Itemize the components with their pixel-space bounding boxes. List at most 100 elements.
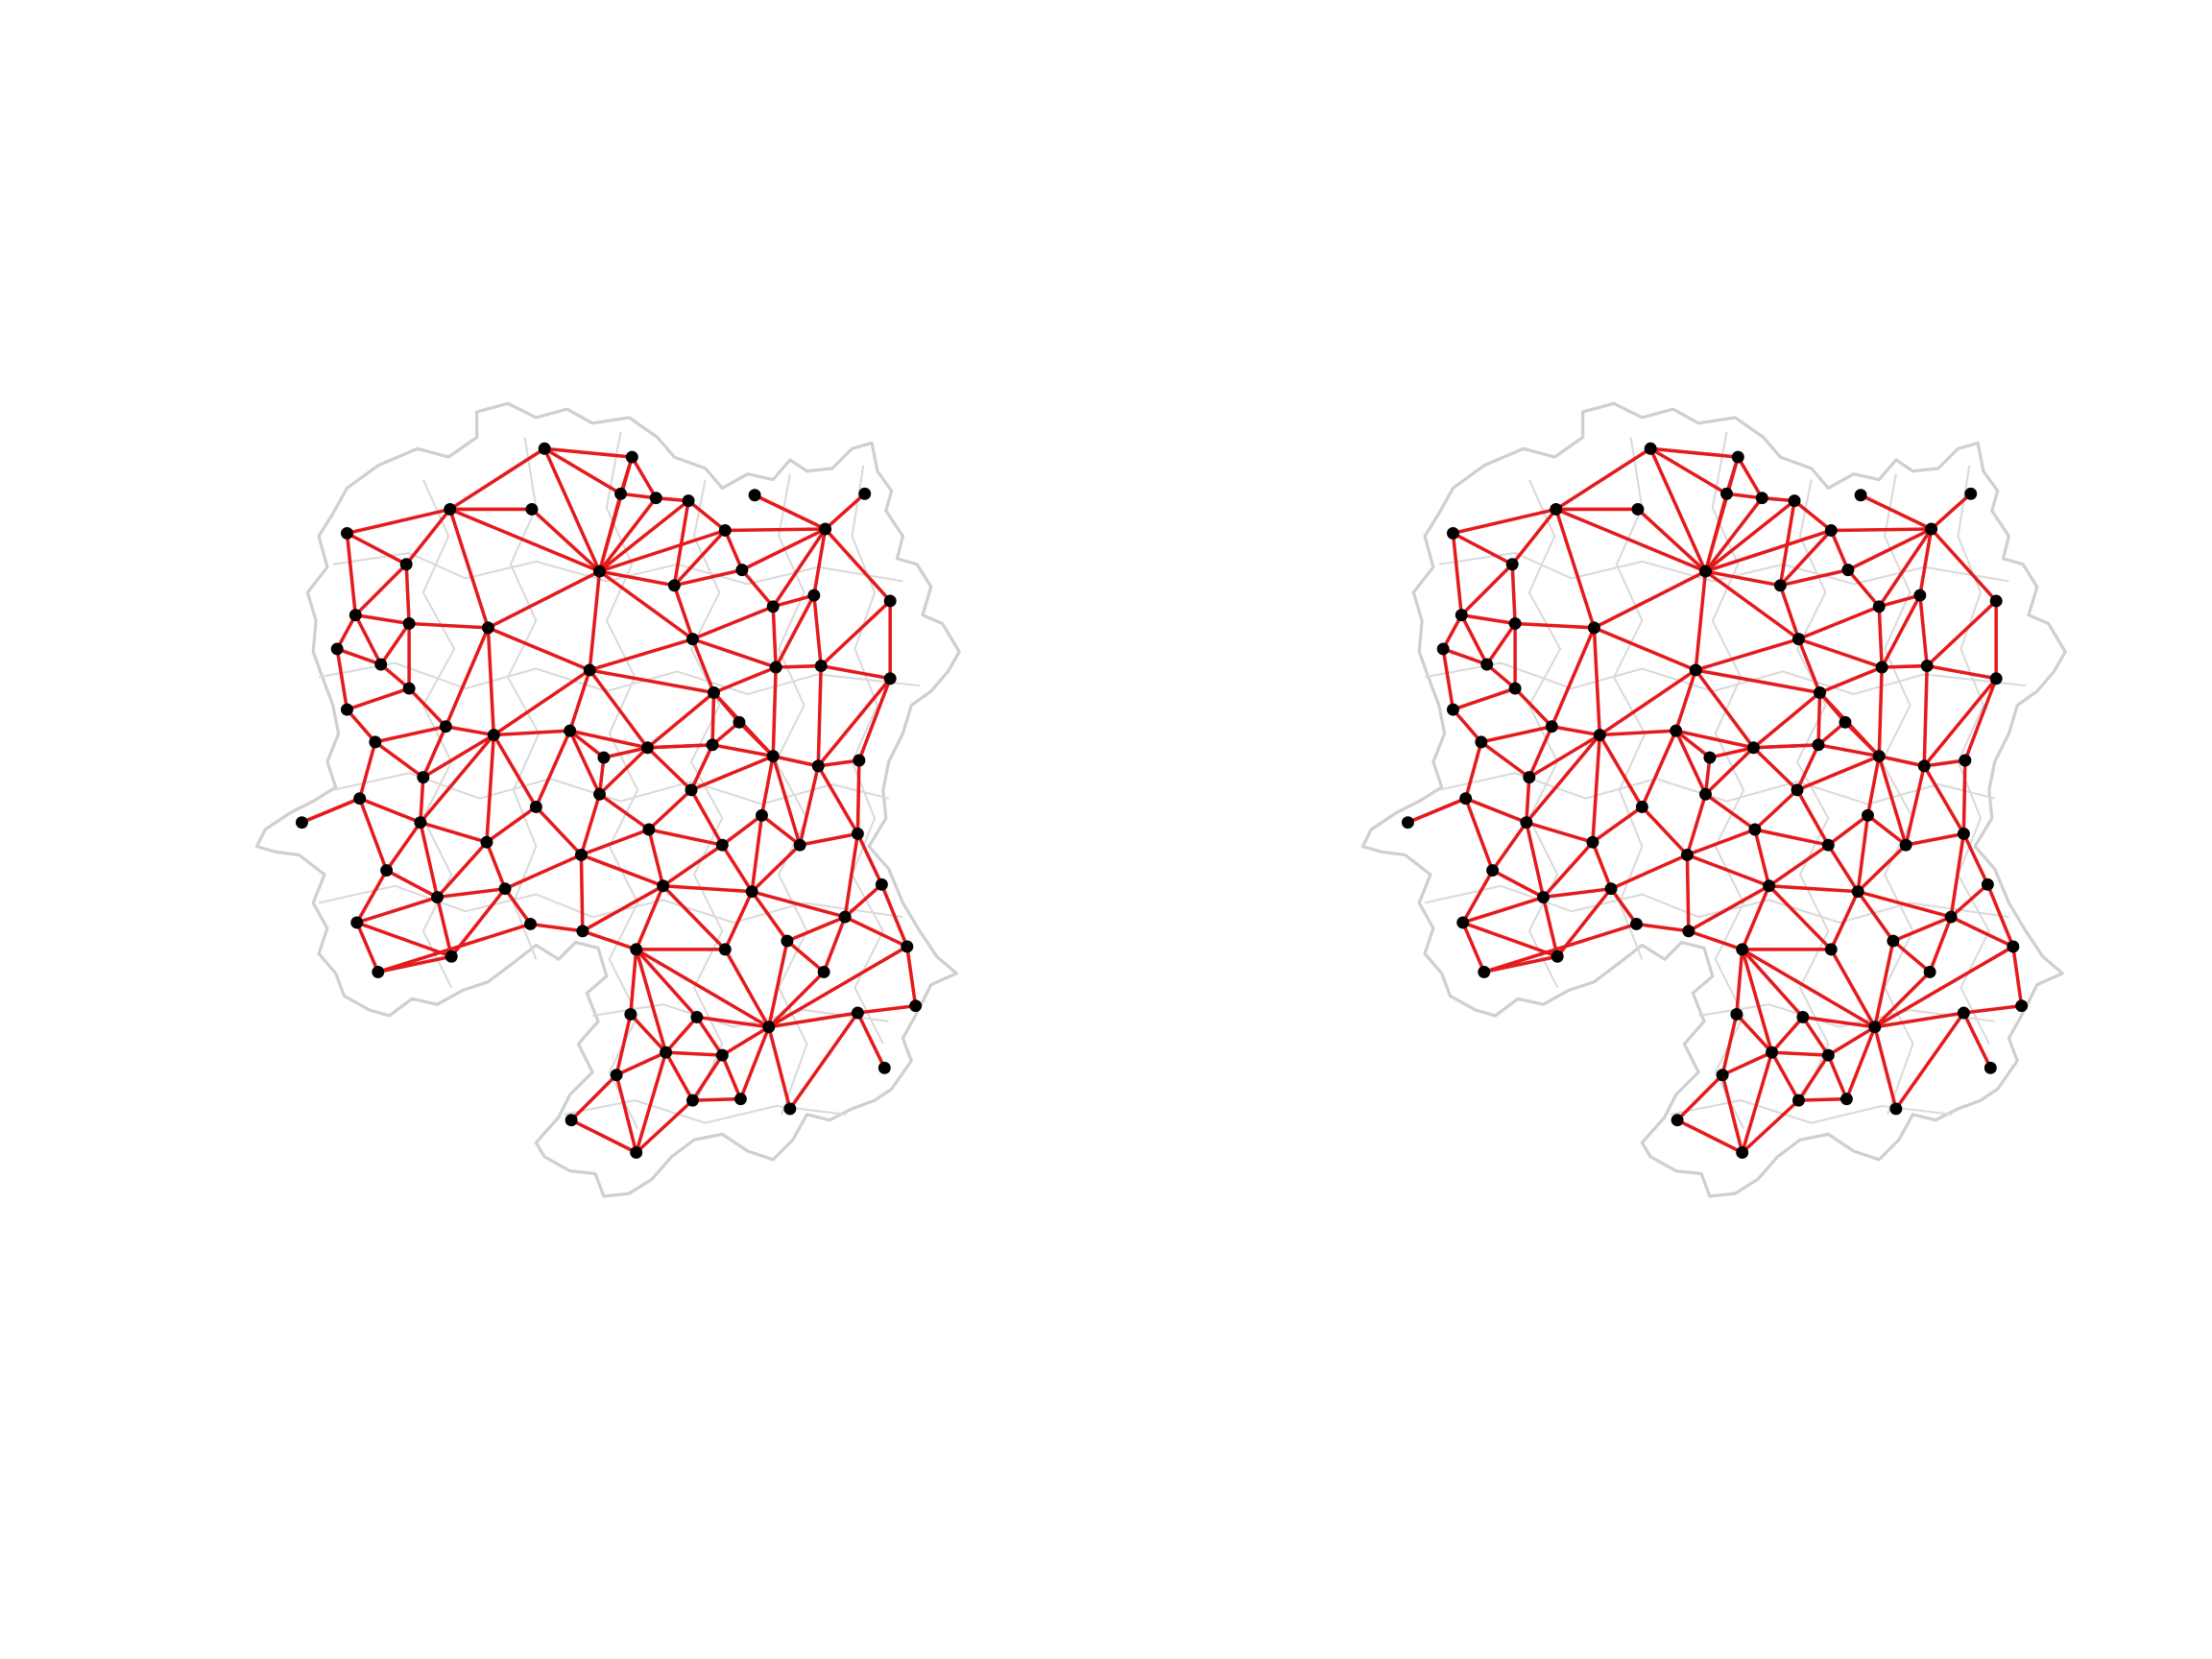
edge xyxy=(773,757,818,766)
edge xyxy=(536,731,569,806)
edge xyxy=(1932,493,1971,529)
node xyxy=(1873,600,1886,613)
edge xyxy=(1927,601,1996,666)
node xyxy=(1958,1007,1970,1020)
edge xyxy=(1695,670,1819,693)
edge xyxy=(1551,727,1599,735)
edge xyxy=(1593,806,1642,842)
node xyxy=(1717,1069,1729,1081)
node xyxy=(403,683,416,695)
node xyxy=(1990,594,2003,607)
edge xyxy=(800,766,818,845)
edge xyxy=(375,742,423,778)
edge xyxy=(355,565,406,615)
edge xyxy=(1677,1120,1743,1153)
edge xyxy=(632,457,656,498)
node xyxy=(353,792,366,805)
node xyxy=(1796,1011,1809,1023)
node xyxy=(380,864,393,877)
node xyxy=(1520,816,1532,829)
edge xyxy=(800,833,857,845)
node xyxy=(781,935,793,948)
edge xyxy=(1593,842,1611,888)
node xyxy=(909,999,922,1012)
left-network-panel xyxy=(256,403,959,1196)
node xyxy=(1636,801,1648,813)
node xyxy=(1486,864,1499,877)
edge xyxy=(378,924,531,972)
node xyxy=(719,524,732,537)
edge xyxy=(421,735,493,823)
edge xyxy=(692,639,713,693)
edge xyxy=(589,571,599,670)
node xyxy=(417,771,429,783)
node xyxy=(1774,579,1787,591)
edge xyxy=(725,530,742,569)
node xyxy=(812,759,825,772)
edge xyxy=(2013,947,2022,1006)
edge xyxy=(1695,571,1705,670)
node xyxy=(499,882,512,895)
node xyxy=(1699,788,1712,801)
node xyxy=(1921,660,1934,672)
node xyxy=(1456,917,1469,929)
edge xyxy=(445,628,488,727)
edge xyxy=(1893,941,1930,972)
node xyxy=(1682,925,1695,937)
edge xyxy=(1879,667,1882,757)
node xyxy=(1478,966,1490,978)
edge xyxy=(722,1055,740,1099)
edge xyxy=(487,806,536,842)
edge xyxy=(663,886,753,892)
edge xyxy=(1755,790,1797,830)
edge xyxy=(347,533,406,564)
edge xyxy=(1932,529,1997,601)
node xyxy=(1732,451,1744,464)
edge xyxy=(826,493,865,529)
node xyxy=(614,488,627,500)
edge xyxy=(1638,509,1706,571)
edge xyxy=(1722,1075,1743,1153)
node xyxy=(372,966,384,978)
edge xyxy=(722,815,761,845)
edge xyxy=(1951,833,1963,917)
node xyxy=(597,752,610,764)
node xyxy=(716,839,729,852)
node xyxy=(642,824,655,836)
node xyxy=(1925,523,1937,536)
node xyxy=(1814,686,1826,699)
node xyxy=(884,594,897,607)
edge xyxy=(532,509,600,571)
node xyxy=(440,720,452,733)
edge xyxy=(581,794,599,854)
node xyxy=(858,488,871,500)
node xyxy=(1839,716,1851,729)
edge xyxy=(1882,595,1920,667)
node xyxy=(1730,1008,1743,1021)
edge xyxy=(1594,628,1695,670)
node xyxy=(2015,999,2028,1012)
node xyxy=(690,1011,703,1023)
node xyxy=(767,600,780,613)
node xyxy=(1588,621,1600,634)
node xyxy=(1550,503,1562,516)
node xyxy=(719,943,732,955)
edge xyxy=(1737,950,1743,1015)
edge xyxy=(740,1027,768,1099)
node xyxy=(565,1114,578,1126)
edge xyxy=(776,666,821,667)
node xyxy=(1763,879,1775,892)
node xyxy=(1402,816,1414,829)
edge xyxy=(450,448,544,509)
edge xyxy=(355,615,409,624)
node xyxy=(584,663,596,676)
edge xyxy=(616,1075,637,1153)
node xyxy=(707,738,719,751)
node xyxy=(1862,809,1874,822)
node xyxy=(400,558,413,570)
node xyxy=(1690,663,1702,676)
node xyxy=(1841,564,1854,576)
node xyxy=(350,917,363,929)
edge xyxy=(1593,735,1599,843)
